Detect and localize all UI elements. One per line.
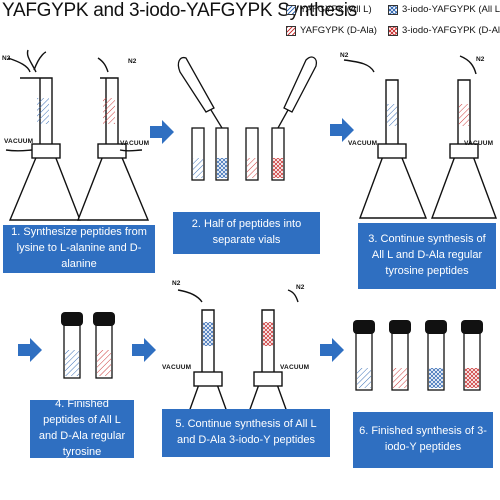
step6-vials — [355, 331, 481, 391]
legend-label-d-ala: YAFGYPK (D-Ala) — [300, 25, 377, 36]
step1-resin-d-ala — [103, 98, 115, 124]
step-5-box: 5. Continue synthesis of All L and D-Ala… — [162, 409, 330, 457]
n2-label: N2 — [296, 284, 305, 291]
vacuum-label: VACUUM — [162, 364, 192, 371]
n2-label: N2 — [340, 52, 349, 59]
arrow-5-to-6 — [320, 338, 344, 362]
arrow-into-4 — [18, 338, 42, 362]
step1-apparatus — [5, 49, 150, 221]
arrow-1-to-2 — [150, 120, 174, 144]
n2-label: N2 — [476, 56, 485, 63]
vial-cap — [61, 312, 83, 326]
step-3-box: 3. Continue synthesis of All L and D-Ala… — [358, 223, 496, 289]
step-6-box: 6. Finished synthesis of 3-iodo-Y peptid… — [353, 412, 493, 468]
legend-swatch-d-ala — [286, 26, 296, 36]
n2-label: N2 — [172, 280, 181, 287]
arrow-2-to-3 — [330, 118, 354, 142]
vacuum-label: VACUUM — [464, 140, 494, 147]
vacuum-label: VACUUM — [280, 364, 310, 371]
step-1-box: 1. Synthesize peptides from lysine to L-… — [3, 225, 155, 273]
arrow-4-to-5 — [132, 338, 156, 362]
vacuum-label: VACUUM — [348, 140, 378, 147]
step-4-box: 4. Finished peptides of All L and D-Ala … — [30, 398, 134, 458]
legend-swatch-iodo-all-l — [388, 5, 398, 15]
vacuum-label: VACUUM — [4, 138, 34, 145]
diagram-title: YAFGYPK and 3-iodo-YAFGYPK Synthesis — [2, 0, 357, 21]
legend-label-iodo-all-l: 3-iodo-YAFGYPK (All L) — [402, 4, 500, 15]
flow-arrows — [18, 118, 354, 362]
step1-resin-all-l — [37, 98, 49, 124]
vacuum-label: VACUUM — [120, 140, 150, 147]
legend-swatch-all-l — [286, 5, 296, 15]
legend-label-all-l: YAFGYPK (All L) — [300, 4, 372, 15]
vial-cap — [93, 312, 115, 326]
step2-vials — [191, 127, 285, 181]
legend-swatch-iodo-d-ala — [388, 26, 398, 36]
step3-apparatus — [343, 55, 498, 219]
n2-label: N2 — [128, 58, 137, 65]
step2-pipettes — [177, 56, 318, 129]
legend-label-iodo-d-ala: 3-iodo-YAFGYPK (D-Ala) — [402, 25, 500, 36]
n2-label: N2 — [2, 55, 11, 62]
step-2-box: 2. Half of peptides into separate vials — [173, 212, 320, 254]
